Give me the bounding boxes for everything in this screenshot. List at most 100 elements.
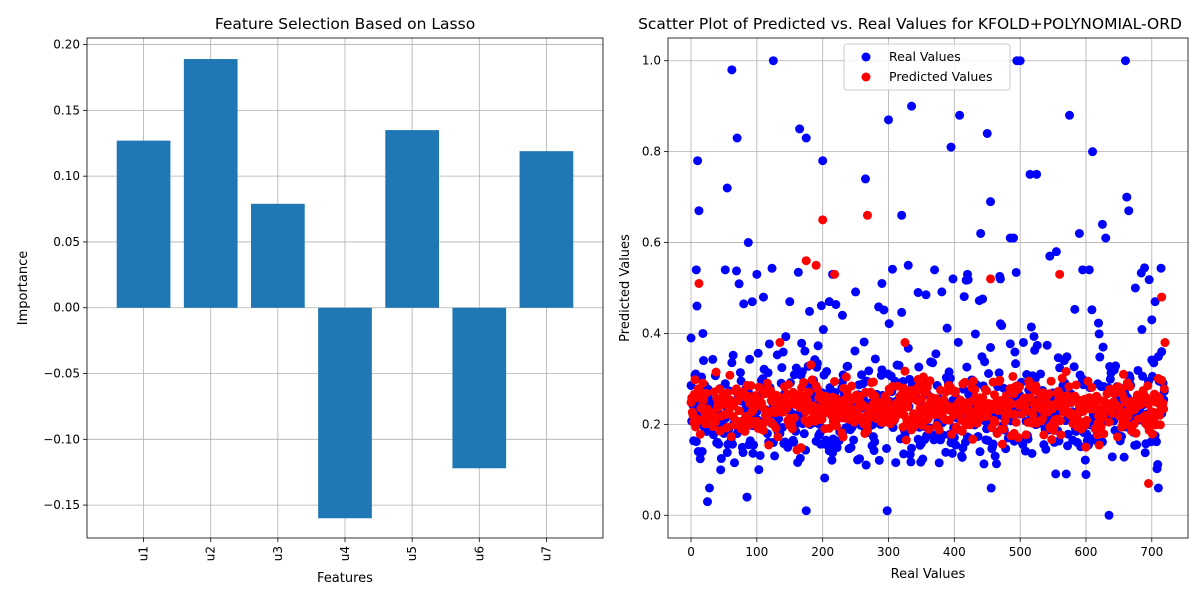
legend-label-real: Real Values (889, 49, 961, 64)
predicted-value-point (734, 406, 744, 416)
predicted-value-point (1159, 384, 1169, 394)
real-value-point (1069, 362, 1079, 372)
predicted-value-point (916, 394, 926, 404)
real-value-point (1042, 340, 1052, 350)
predicted-value-point (1081, 442, 1091, 452)
predicted-value-point (1114, 403, 1124, 413)
predicted-value-point (701, 388, 711, 398)
real-value-point (957, 452, 967, 462)
real-value-point (797, 367, 807, 377)
real-value-point (846, 443, 856, 452)
predicted-value-point (1064, 382, 1074, 392)
real-value-point (991, 459, 1001, 469)
real-value-point (767, 263, 777, 273)
real-value-point (735, 368, 745, 378)
predicted-value-point (1061, 366, 1071, 376)
real-value-point (768, 56, 778, 66)
real-value-point (984, 369, 994, 378)
real-value-point (691, 265, 701, 275)
predicted-value-point (796, 443, 806, 453)
bar-u6 (452, 307, 507, 469)
real-value-point (800, 346, 810, 356)
scatter-x-tick-label: 200 (811, 545, 834, 559)
bar-u4 (318, 307, 372, 519)
predicted-value-point (1096, 422, 1106, 432)
predicted-value-point (783, 380, 793, 390)
real-value-point (745, 354, 755, 364)
predicted-value-point (698, 378, 708, 388)
real-value-point (999, 383, 1009, 393)
scatter-chart-title: Scatter Plot of Predicted vs. Real Value… (638, 15, 1182, 33)
predicted-value-point (868, 377, 878, 387)
predicted-value-point (903, 402, 913, 412)
real-value-point (928, 358, 938, 368)
real-value-point (877, 278, 887, 288)
predicted-value-point (1144, 478, 1154, 488)
real-value-point (860, 174, 870, 184)
predicted-value-point (999, 424, 1009, 434)
real-value-point (1032, 340, 1042, 350)
real-value-point (855, 454, 865, 464)
predicted-value-point (764, 440, 774, 450)
scatter-x-tick-label: 700 (1140, 545, 1163, 559)
real-value-point (801, 133, 811, 143)
real-value-point (1026, 322, 1036, 332)
real-value-point (785, 297, 795, 307)
real-value-point (887, 264, 897, 274)
predicted-value-point (1113, 432, 1123, 442)
predicted-value-point (1121, 419, 1131, 429)
real-value-point (1140, 448, 1150, 458)
real-value-point (997, 321, 1007, 331)
real-value-point (818, 156, 828, 166)
real-value-point (1061, 469, 1071, 479)
real-value-point (1093, 318, 1103, 328)
predicted-value-point (1011, 417, 1021, 427)
bar-y-tick-label: 0.15 (53, 103, 80, 117)
real-value-point (918, 454, 928, 464)
bar-u3 (251, 203, 305, 308)
real-value-point (1144, 275, 1154, 285)
real-value-point (1065, 110, 1075, 120)
real-value-point (818, 325, 828, 335)
real-value-point (770, 451, 780, 461)
bar-x-tick-label: u4 (338, 546, 352, 561)
predicted-value-point (957, 426, 967, 436)
predicted-value-point (1160, 338, 1170, 348)
real-value-point (869, 446, 879, 456)
real-value-point (975, 447, 985, 457)
bar-y-tick-label: 0.20 (53, 38, 80, 52)
predicted-value-point (870, 391, 880, 401)
real-value-point (1156, 263, 1166, 273)
bar-x-tick-label: u7 (539, 546, 553, 561)
predicted-value-point (900, 338, 910, 348)
bar-u2 (183, 59, 238, 308)
scatter-chart-xlabel: Real Values (891, 567, 966, 582)
scatter-y-tick-label: 0.0 (642, 508, 661, 522)
real-value-point (805, 306, 815, 316)
real-value-point (1051, 469, 1061, 479)
scatter-x-tick-label: 100 (745, 545, 768, 559)
real-value-point (698, 328, 708, 338)
predicted-value-point (754, 382, 764, 392)
scatter-x-tick-label: 600 (1075, 545, 1098, 559)
predicted-value-point (1099, 429, 1109, 439)
predicted-value-point (773, 432, 783, 442)
real-value-point (843, 361, 853, 371)
real-value-point (1111, 361, 1121, 371)
real-value-point (1070, 304, 1080, 314)
predicted-value-point (1098, 411, 1108, 421)
predicted-value-point (699, 395, 709, 405)
real-value-point (978, 294, 988, 304)
predicted-value-point (883, 397, 893, 407)
real-value-point (1027, 449, 1037, 458)
real-value-point (913, 288, 923, 298)
real-value-point (708, 354, 718, 364)
predicted-value-point (965, 420, 975, 430)
real-value-point (897, 307, 907, 317)
real-value-point (1138, 371, 1148, 381)
scatter-chart-points (686, 56, 1170, 520)
predicted-value-point (900, 366, 910, 376)
real-value-point (980, 357, 990, 367)
predicted-value-point (832, 421, 842, 431)
real-value-point (727, 358, 737, 368)
